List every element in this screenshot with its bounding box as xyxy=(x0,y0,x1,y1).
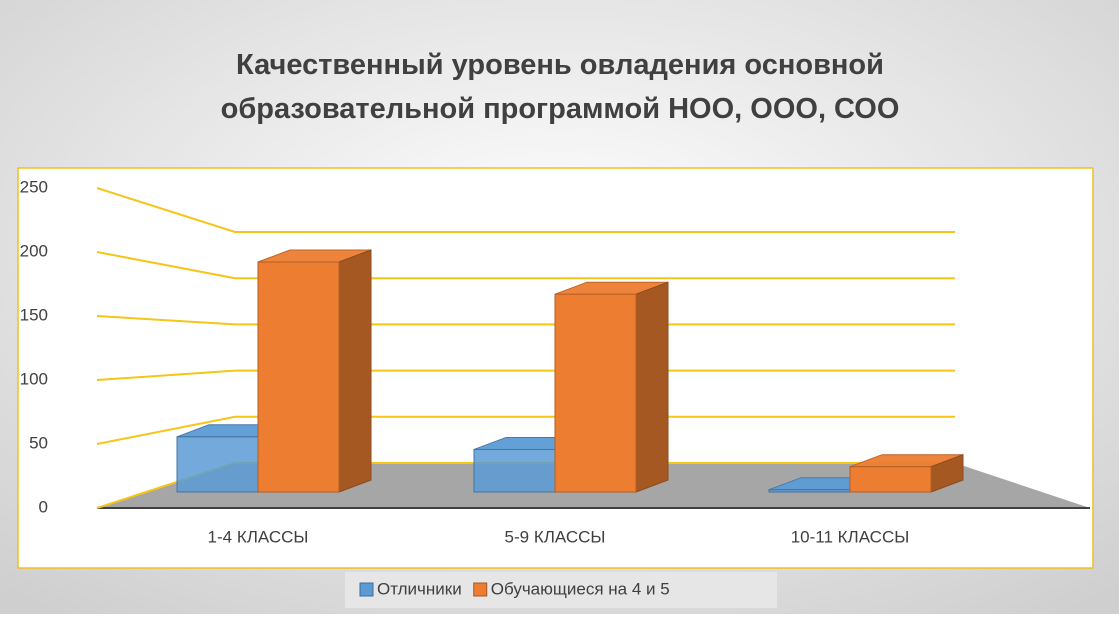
x-tick-label: 5-9 КЛАССЫ xyxy=(505,527,606,546)
bar-group xyxy=(849,453,964,493)
bar xyxy=(768,489,851,493)
legend-label: Отличники xyxy=(377,579,462,598)
bar xyxy=(257,261,340,493)
legend: Отличники Обучающиеся на 4 и 5 xyxy=(345,572,777,608)
bar-side xyxy=(635,281,669,493)
bar xyxy=(554,293,637,493)
bar xyxy=(473,448,556,493)
bar xyxy=(176,436,259,493)
y-tick-label: 150 xyxy=(20,305,48,324)
x-tick-label: 10-11 КЛАССЫ xyxy=(791,527,910,546)
bar-group xyxy=(257,249,372,493)
y-tick-label: 250 xyxy=(20,177,48,196)
bar xyxy=(849,466,932,493)
grid-line xyxy=(96,415,955,445)
y-tick-label: 200 xyxy=(20,241,48,260)
grid-line xyxy=(96,187,955,233)
grid-line xyxy=(96,315,955,326)
legend-swatch xyxy=(473,582,488,597)
legend-box xyxy=(345,572,777,608)
title-line: Качественный уровень овладения основной xyxy=(236,49,884,81)
bar-group xyxy=(554,281,669,493)
y-tick-label: 100 xyxy=(20,369,48,388)
y-tick-label: 50 xyxy=(29,433,48,452)
legend-label: Обучающиеся на 4 и 5 xyxy=(491,579,670,598)
bar-side xyxy=(338,249,372,493)
y-tick-label: 0 xyxy=(39,497,48,516)
grid-line xyxy=(96,369,955,381)
title-line: образовательной программой НОО, ООО, СОО xyxy=(221,93,900,125)
x-tick-label: 1-4 КЛАССЫ xyxy=(208,527,309,546)
grid-line xyxy=(96,251,955,280)
legend-swatch xyxy=(359,582,374,597)
chart-title: Качественный уровень овладения основной о… xyxy=(221,49,900,125)
